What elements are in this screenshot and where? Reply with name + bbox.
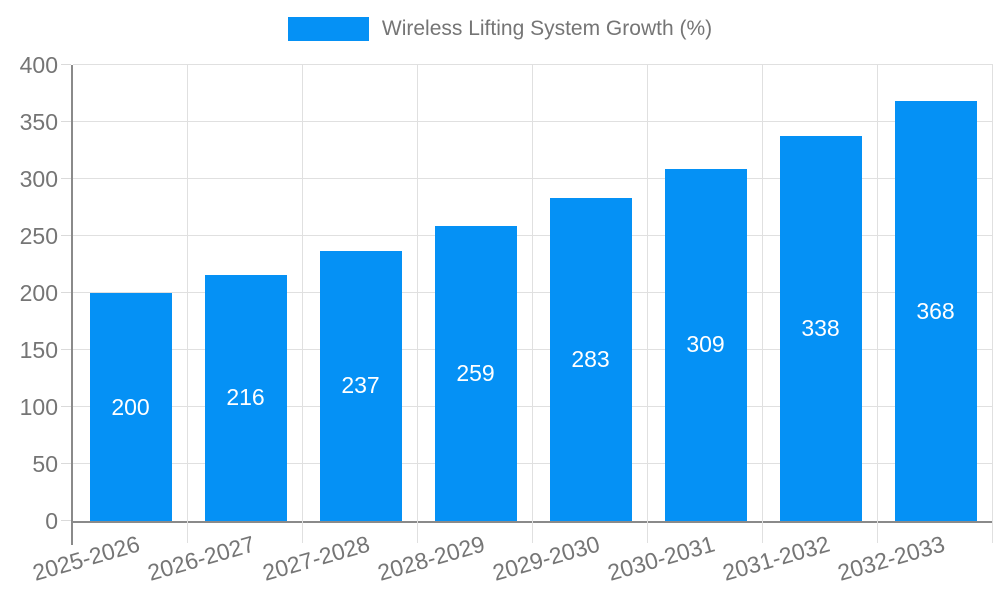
x-axis-tick-label: 2026-2027 <box>144 530 258 586</box>
y-axis-tick <box>61 121 71 122</box>
bar-2032-2033: 368 <box>894 101 977 521</box>
x-axis-tick-label: 2029-2030 <box>489 530 603 586</box>
y-axis-tick-label: 350 <box>19 109 58 135</box>
y-axis-tick-label: 250 <box>19 223 58 249</box>
bar-2030-2031: 309 <box>664 168 747 521</box>
gridline-horizontal <box>73 406 993 407</box>
gridline-vertical <box>532 65 533 543</box>
gridline-vertical <box>417 65 418 543</box>
gridline-vertical <box>647 65 648 543</box>
bar-value-label: 200 <box>111 393 150 420</box>
y-axis-tick-label: 50 <box>32 451 58 477</box>
y-axis-tick-label: 0 <box>45 508 58 534</box>
bar-2031-2032: 338 <box>779 135 862 521</box>
gridline-horizontal <box>73 64 993 66</box>
gridline-horizontal <box>73 178 993 179</box>
y-axis-tick <box>61 463 71 464</box>
y-axis-tick-label: 400 <box>19 52 58 78</box>
bar-2027-2028: 237 <box>319 250 402 521</box>
x-axis-tick-label: 2025-2026 <box>29 530 143 586</box>
x-axis-tick-label: 2032-2033 <box>834 530 948 586</box>
bar-value-label: 309 <box>686 331 725 358</box>
legend-label: Wireless Lifting System Growth (%) <box>381 17 713 40</box>
bar-value-label: 216 <box>226 384 265 411</box>
x-axis-tick-label: 2031-2032 <box>719 530 833 586</box>
gridline-horizontal <box>73 463 993 464</box>
x-axis-tick-label: 2030-2031 <box>604 530 718 586</box>
plot-area: 0 50 100 150 200 250 300 350 400 200 216 237 259 283 3… <box>20 52 993 586</box>
legend-swatch <box>287 17 369 41</box>
y-axis-tick-label: 300 <box>19 166 58 192</box>
y-axis-tick <box>61 178 71 179</box>
y-axis-tick <box>61 349 71 350</box>
gridline-vertical <box>992 65 993 543</box>
y-axis-tick <box>61 235 71 236</box>
gridline-vertical <box>187 65 188 543</box>
x-axis-tick-label: 2027-2028 <box>259 530 373 586</box>
bar-value-label: 237 <box>341 372 380 399</box>
y-axis-tick <box>61 292 71 293</box>
gridline-vertical <box>302 65 303 543</box>
y-axis-tick <box>61 64 71 66</box>
gridline-horizontal <box>73 292 993 293</box>
bar-2025-2026: 200 <box>89 293 172 521</box>
y-axis-tick <box>61 406 71 407</box>
gridline-horizontal <box>73 235 993 236</box>
gridline-horizontal <box>73 349 993 350</box>
bar-value-label: 283 <box>571 346 610 373</box>
x-axis-tick-label: 2028-2029 <box>374 530 488 586</box>
y-axis-line <box>71 65 73 545</box>
y-axis-tick-label: 150 <box>19 337 58 363</box>
bar-value-label: 368 <box>916 297 955 324</box>
y-axis-tick-label: 200 <box>19 280 58 306</box>
legend: Wireless Lifting System Growth (%) <box>0 17 1000 41</box>
bar-value-label: 259 <box>456 359 495 386</box>
bar-2026-2027: 216 <box>204 274 287 521</box>
y-axis-tick <box>61 520 71 521</box>
bar-2029-2030: 283 <box>549 198 632 521</box>
gridline-vertical <box>762 65 763 543</box>
y-axis-tick-label: 100 <box>19 394 58 420</box>
bar-value-label: 338 <box>801 314 840 341</box>
gridline-horizontal <box>73 121 993 122</box>
bar-2028-2029: 259 <box>434 225 517 521</box>
gridline-vertical <box>877 65 878 543</box>
